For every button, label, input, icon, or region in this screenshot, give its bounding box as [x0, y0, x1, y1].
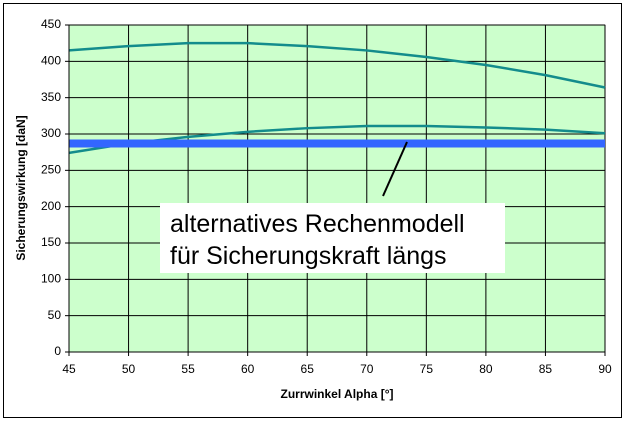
x-tick-label: 65	[301, 362, 315, 376]
x-tick-label: 55	[181, 362, 195, 376]
x-axis-title: Zurrwinkel Alpha [°]	[280, 387, 393, 401]
x-tick-label: 70	[360, 362, 374, 376]
y-tick-label: 50	[48, 308, 62, 322]
x-tick-label: 90	[598, 362, 612, 376]
x-tick-label: 85	[539, 362, 553, 376]
annotation-box	[160, 203, 505, 273]
y-tick-label: 200	[41, 199, 61, 213]
y-tick-label: 250	[41, 163, 61, 177]
y-tick-label: 100	[41, 272, 61, 286]
y-tick-label: 350	[41, 90, 61, 104]
plot-background	[68, 24, 606, 353]
data-line	[68, 41, 606, 89]
x-tick-label: 60	[241, 362, 255, 376]
y-tick-label: 150	[41, 235, 61, 249]
y-tick-label: 450	[41, 17, 61, 31]
annotation-text: für Sicherungskraft längs	[170, 242, 447, 270]
annotation-pointer	[382, 141, 408, 197]
x-tick-label: 50	[122, 362, 136, 376]
y-axis-title: Sicherungswirkung [daN]	[14, 115, 28, 260]
annotation-text: alternatives Rechenmodell	[170, 210, 465, 238]
y-tick-label: 400	[41, 54, 61, 68]
y-tick-label: 300	[41, 126, 61, 140]
x-tick-label: 75	[420, 362, 434, 376]
y-tick-label: 0	[54, 344, 61, 358]
x-tick-label: 80	[479, 362, 493, 376]
x-tick-label: 45	[62, 362, 76, 376]
